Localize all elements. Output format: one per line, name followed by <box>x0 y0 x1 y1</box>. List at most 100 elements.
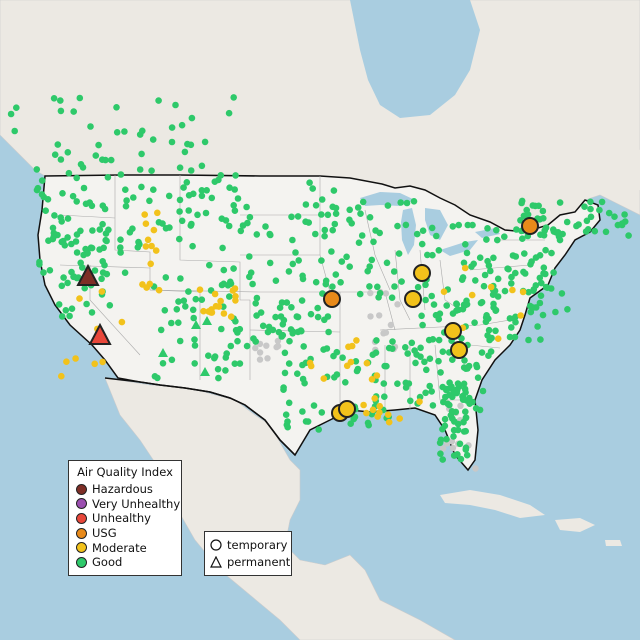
good-monitor-dot <box>106 302 114 309</box>
good-monitor-dot <box>57 156 65 163</box>
moderate-temporary-marker[interactable] <box>413 264 431 282</box>
good-monitor-dot <box>92 152 100 159</box>
good-monitor-dot <box>456 440 464 448</box>
good-monitor-dot <box>536 299 544 307</box>
good-monitor-dot <box>279 331 287 339</box>
good-monitor-dot <box>226 184 233 191</box>
good-monitor-dot <box>219 244 226 252</box>
good-monitor-dot <box>244 219 251 227</box>
good-monitor-dot <box>222 354 230 361</box>
good-monitor-dot <box>355 239 363 246</box>
good-monitor-dot <box>493 226 500 234</box>
good-monitor-dot <box>175 298 182 305</box>
good-monitor-dot <box>168 356 176 364</box>
good-monitor-dot <box>354 204 362 211</box>
good-monitor-dot <box>282 411 290 419</box>
good-monitor-dot <box>413 230 421 238</box>
good-monitor-dot <box>333 371 341 378</box>
good-monitor-dot <box>353 367 361 375</box>
good-monitor-dot <box>295 257 303 264</box>
aqi-legend-title: Air Quality Index <box>77 465 173 479</box>
good-monitor-dot <box>154 374 161 382</box>
good-monitor-dot <box>72 238 80 245</box>
good-monitor-dot <box>550 269 557 276</box>
good-monitor-dot <box>449 223 457 230</box>
good-monitor-dot <box>322 280 330 288</box>
moderate-temporary-marker[interactable] <box>404 290 422 308</box>
moderate-monitor-dot <box>371 395 379 402</box>
good-monitor-dot <box>73 174 80 182</box>
no-data-monitor-dot <box>380 330 387 337</box>
good-monitor-dot <box>405 380 413 387</box>
good-monitor-dot <box>422 389 429 397</box>
good-monitor-dot <box>187 141 195 149</box>
no-data-monitor-dot <box>448 438 456 445</box>
moderate-monitor-dot <box>345 343 352 351</box>
good-monitor-dot <box>439 348 447 356</box>
good-monitor-dot <box>432 311 440 319</box>
good-monitor-dot <box>410 198 418 205</box>
good-monitor-dot <box>536 274 544 282</box>
moderate-monitor-dot <box>142 220 150 227</box>
good-monitor-dot <box>226 293 233 300</box>
good-monitor-dot <box>480 282 488 290</box>
good-monitor-dot <box>304 418 312 425</box>
good-monitor-dot <box>266 230 274 238</box>
good-monitor-dot <box>540 264 548 272</box>
good-monitor-dot <box>462 241 469 248</box>
usg-temporary-marker[interactable] <box>521 217 539 235</box>
good-monitor-dot <box>381 393 388 401</box>
good-monitor-dot <box>278 299 286 306</box>
good-monitor-dot <box>162 225 170 232</box>
good-monitor-dot <box>318 196 326 203</box>
unhealthy-permanent-marker[interactable] <box>88 322 112 345</box>
permanent-monitor-marker <box>191 320 201 329</box>
good-monitor-dot <box>208 194 216 202</box>
good-monitor-dot <box>518 199 525 207</box>
good-monitor-dot <box>321 316 328 324</box>
moderate-temporary-marker[interactable] <box>450 341 468 359</box>
moderate-monitor-dot <box>461 264 469 272</box>
usg-swatch <box>76 527 87 539</box>
good-monitor-dot <box>266 259 274 267</box>
moderate-temporary-marker[interactable] <box>338 400 356 418</box>
good-monitor-dot <box>77 259 84 267</box>
good-monitor-dot <box>512 269 519 277</box>
good-monitor-dot <box>102 230 110 237</box>
good-monitor-dot <box>283 421 291 429</box>
good-monitor-dot <box>203 187 210 194</box>
good-monitor-dot <box>437 369 444 376</box>
good-monitor-dot <box>380 380 388 387</box>
moderate-temporary-marker[interactable] <box>444 322 462 340</box>
moderate-monitor-dot <box>147 260 154 268</box>
good-monitor-dot <box>537 292 545 300</box>
moderate-monitor-dot <box>217 297 224 305</box>
good-monitor-dot <box>611 213 618 220</box>
good-monitor-dot <box>246 253 253 260</box>
good-monitor-dot <box>191 360 198 367</box>
good-monitor-dot <box>426 382 434 390</box>
good-monitor-dot <box>605 209 613 217</box>
good-monitor-dot <box>437 436 445 444</box>
hazardous-permanent-marker[interactable] <box>76 263 100 286</box>
good-monitor-dot <box>150 186 157 193</box>
puerto-rico <box>605 540 622 546</box>
good-monitor-dot <box>525 288 532 296</box>
good-monitor-dot <box>77 161 85 168</box>
moderate-monitor-dot <box>368 376 376 383</box>
moderate-monitor-dot <box>519 288 527 296</box>
moderate-monitor-dot <box>196 286 204 294</box>
good-monitor-dot <box>394 222 401 230</box>
good-monitor-dot <box>288 213 295 221</box>
good-monitor-dot <box>483 312 490 319</box>
good-monitor-dot <box>429 251 436 259</box>
good-monitor-dot <box>64 149 72 156</box>
good-monitor-dot <box>330 187 338 194</box>
good-monitor-dot <box>547 285 555 292</box>
good-monitor-dot <box>89 227 96 234</box>
usg-temporary-marker[interactable] <box>323 290 341 308</box>
moderate-monitor-dot <box>440 288 448 296</box>
good-monitor-dot <box>332 271 340 278</box>
good-monitor-dot <box>191 342 199 349</box>
good-monitor-dot <box>314 313 322 321</box>
